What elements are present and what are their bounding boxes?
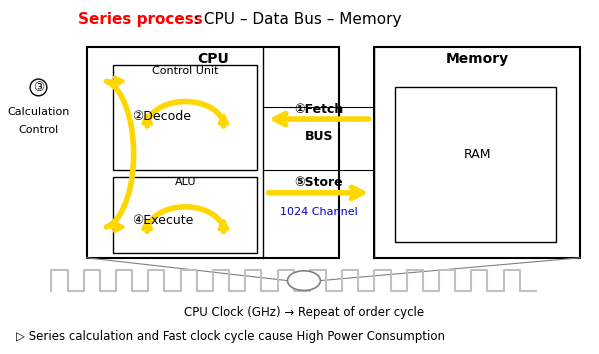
Text: CPU: CPU	[197, 52, 229, 66]
Text: Control Unit: Control Unit	[152, 66, 219, 76]
Bar	[87, 47, 339, 258]
Text: ⑤Store: ⑤Store	[294, 176, 343, 189]
Text: Control: Control	[19, 125, 59, 135]
Bar	[113, 65, 257, 170]
Text: ②Decode: ②Decode	[132, 110, 192, 123]
Text: ④Execute: ④Execute	[132, 215, 194, 227]
Text: BUS: BUS	[304, 130, 333, 143]
Text: ▷ Series calculation and Fast clock cycle cause High Power Consumption: ▷ Series calculation and Fast clock cycl…	[16, 330, 445, 343]
Text: RAM: RAM	[464, 148, 491, 161]
Text: 1024 Channel: 1024 Channel	[280, 207, 358, 217]
Circle shape	[288, 271, 320, 290]
Text: ALU: ALU	[174, 177, 196, 187]
Bar	[374, 47, 580, 258]
Text: Series process: Series process	[78, 12, 202, 27]
Text: ③: ③	[33, 81, 44, 94]
Text: Calculation: Calculation	[7, 107, 69, 117]
Text: ①Fetch: ①Fetch	[294, 103, 343, 115]
Text: CPU Clock (GHz) → Repeat of order cycle: CPU Clock (GHz) → Repeat of order cycle	[184, 306, 424, 319]
Bar	[113, 177, 257, 252]
Text: : CPU – Data Bus – Memory: : CPU – Data Bus – Memory	[189, 12, 401, 27]
Text: Memory: Memory	[446, 52, 509, 66]
Bar	[395, 87, 556, 242]
